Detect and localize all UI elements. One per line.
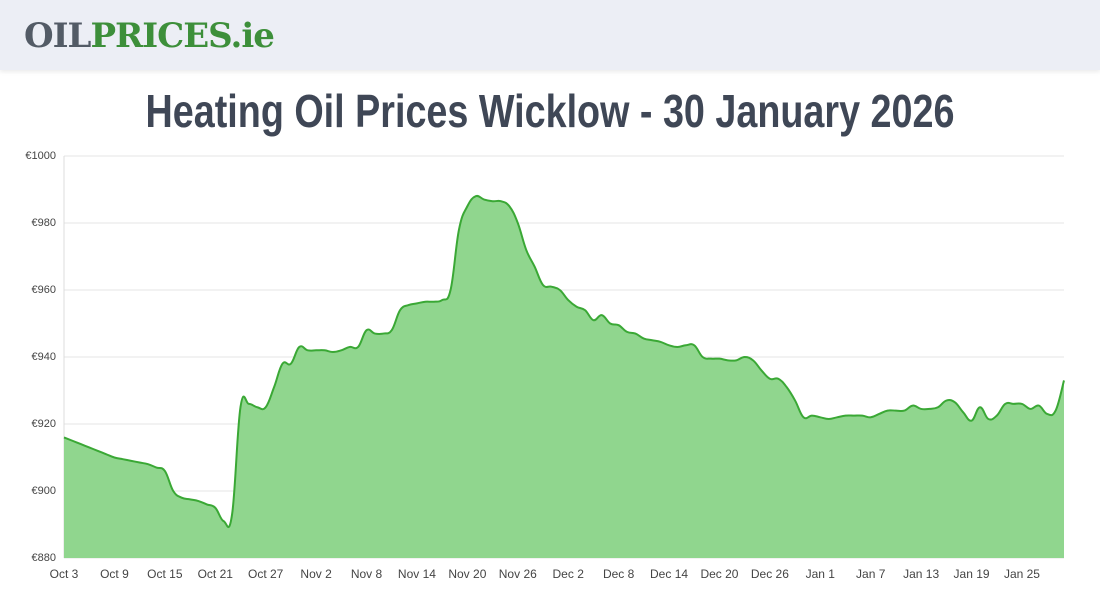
y-tick-label: €920: [32, 418, 56, 430]
y-tick-label: €960: [32, 284, 56, 296]
x-tick-label: Nov 14: [398, 567, 436, 581]
x-tick-label: Oct 15: [147, 567, 183, 581]
x-tick-label: Jan 13: [903, 567, 939, 581]
x-tick-label: Dec 8: [603, 567, 635, 581]
y-tick-label: €880: [32, 552, 56, 564]
chart-title: Heating Oil Prices Wicklow - 30 January …: [145, 85, 955, 137]
x-tick-label: Jan 7: [856, 567, 886, 581]
x-tick-label: Dec 20: [700, 567, 738, 581]
x-tick-label: Nov 8: [351, 567, 383, 581]
x-tick-label: Jan 19: [954, 567, 990, 581]
x-tick-label: Oct 3: [50, 567, 79, 581]
x-tick-label: Jan 25: [1004, 567, 1040, 581]
x-tick-label: Dec 26: [751, 567, 789, 581]
y-tick-label: €1000: [25, 150, 56, 162]
x-tick-label: Nov 20: [448, 567, 486, 581]
x-tick-label: Dec 2: [553, 567, 585, 581]
y-tick-label: €900: [32, 485, 56, 497]
x-tick-label: Jan 1: [806, 567, 836, 581]
x-tick-label: Dec 14: [650, 567, 688, 581]
logo-text: PRICES.ie: [90, 16, 274, 56]
logo[interactable]: OILPRICES.ie: [24, 16, 275, 56]
y-tick-label: €940: [32, 351, 56, 363]
x-tick-label: Oct 21: [198, 567, 234, 581]
area-fill: [64, 195, 1064, 559]
x-tick-label: Nov 2: [300, 567, 332, 581]
x-tick-label: Nov 26: [499, 567, 537, 581]
header: OILPRICES.ie: [0, 0, 1100, 70]
logo-text: OIL: [24, 16, 91, 56]
price-line: [63, 194, 1065, 528]
y-tick-label: €980: [32, 217, 56, 229]
x-tick-label: Oct 9: [100, 567, 129, 581]
x-tick-label: Oct 27: [248, 567, 284, 581]
